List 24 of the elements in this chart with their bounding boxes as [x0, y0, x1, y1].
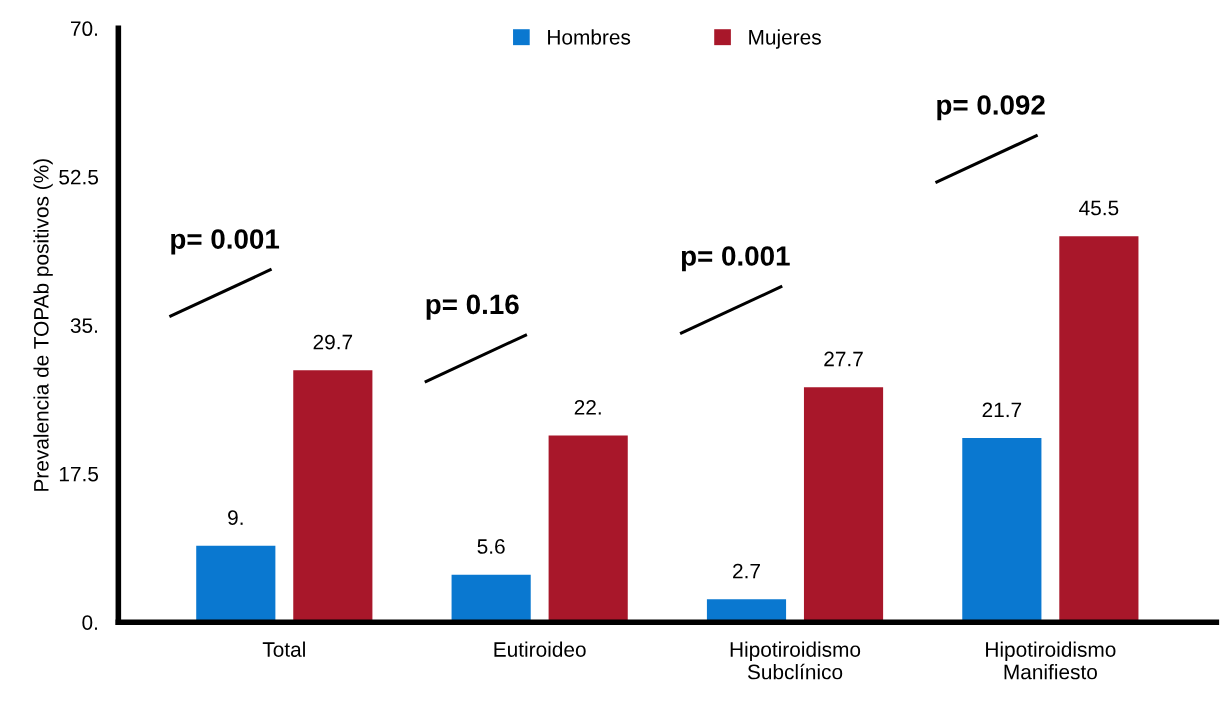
y-axis-title: Prevalencia de TOPAb positivos (%): [33, 159, 53, 491]
x-tick-label: Total: [262, 641, 305, 657]
y-tick-label: 35.: [70, 318, 97, 333]
y-tick-label: 0.: [82, 615, 97, 630]
data-label: 21.7: [982, 402, 1022, 418]
annotation: p= 0.001: [681, 246, 790, 272]
annotation: p= 0.001: [171, 229, 280, 255]
annotation: p= 0.16: [426, 294, 519, 320]
y-tick-label: 17.5: [59, 466, 99, 482]
data-label: 22.: [574, 399, 601, 415]
x-tick-label: Eutiroideo: [494, 641, 586, 657]
y-tick-label: 70.: [71, 21, 97, 37]
data-label: 5.6: [477, 539, 505, 554]
x-tick-label: Hipotiroidismo Subclínico: [730, 641, 861, 680]
data-label: 45.5: [1079, 200, 1119, 216]
annotation: p= 0.092: [937, 95, 1045, 121]
data-label: 2.7: [733, 563, 760, 579]
legend-label: Mujeres: [749, 29, 821, 49]
x-tick-label: Hipotiroidismo Manifiesto: [986, 641, 1116, 680]
legend-label: Hombres: [548, 29, 631, 45]
y-tick-label: 52.5: [59, 169, 99, 185]
data-label: 29.7: [313, 334, 353, 350]
data-label: 9.: [228, 510, 243, 526]
data-label: 27.7: [824, 351, 863, 367]
